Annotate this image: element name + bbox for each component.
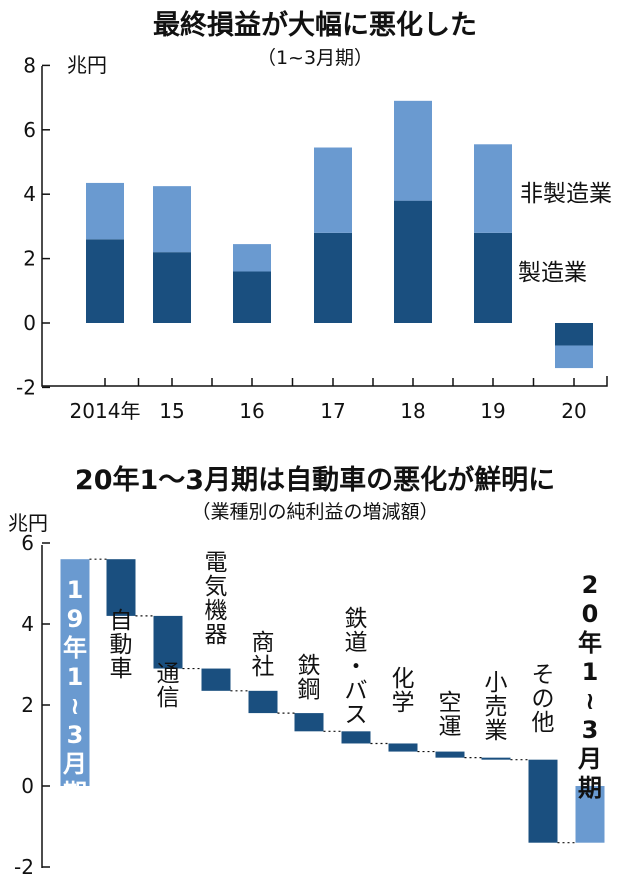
- chart1-category-label: 17: [320, 399, 345, 423]
- chart1-bar-manufacturing: [555, 323, 593, 346]
- chart2-start-label: 1 9 年 1 ≀ 3 月期: [62, 576, 87, 807]
- chart2-bar-start: [60, 559, 90, 786]
- chart1-category-label: 15: [159, 399, 184, 423]
- chart2-step-label: 鉄鋼: [298, 653, 321, 703]
- chart2-y-tick-label: 0: [21, 774, 34, 798]
- chart1-y-axis: [41, 66, 608, 387]
- chart1-y-tick-label: 0: [23, 311, 36, 335]
- chart2-step-label: 商社: [252, 630, 275, 680]
- chart2-step-label: 空運: [439, 690, 462, 740]
- chart1-y-tick-label: 8: [23, 53, 36, 77]
- chart1-bar-non-manufacturing: [314, 147, 352, 233]
- chart2-step-label: 自動車: [110, 608, 133, 682]
- chart2-bar-step: [153, 615, 183, 669]
- chart2-step-label: 化学: [392, 666, 415, 716]
- chart2-y-tick-label: -2: [14, 855, 34, 879]
- chart1-bar-manufacturing: [394, 200, 432, 323]
- chart1-category-label: 16: [239, 399, 264, 423]
- chart1-category-label: 2014年: [70, 399, 141, 423]
- chart2-step-label: 小売業: [485, 670, 508, 744]
- chart1-bar-non-manufacturing: [394, 100, 432, 201]
- chart1-unit: 兆円: [67, 53, 107, 77]
- chart2-step-label: 電気機器: [205, 550, 228, 648]
- chart2-y-tick-label: 2: [21, 693, 34, 717]
- chart1-category-label: 20: [561, 399, 586, 423]
- chart1-bar-manufacturing: [233, 271, 271, 323]
- chart2-bar-step: [294, 713, 324, 732]
- chart2-subtitle: （業種別の純利益の増減額）: [191, 501, 438, 523]
- chart1-bar-manufacturing: [314, 232, 352, 323]
- chart1-category-label: 19: [480, 399, 505, 423]
- chart1-bar-non-manufacturing: [474, 144, 512, 233]
- chart2-bar-step: [435, 751, 465, 758]
- chart1-legend-non-manufacturing: 非製造業: [520, 181, 612, 207]
- chart2-end-label: 2 0 年 1 ≀ 3 月期: [577, 571, 602, 802]
- chart2-bar-step: [248, 690, 278, 714]
- chart1-bar-manufacturing: [86, 239, 124, 323]
- chart1-bar-manufacturing: [153, 252, 191, 323]
- chart1-y-tick-label: -2: [16, 375, 36, 399]
- chart1-y-tick-label: 4: [23, 182, 36, 206]
- chart2-y-tick-label: 6: [21, 531, 34, 555]
- chart2-bar-step: [388, 743, 418, 752]
- chart1-bar-manufacturing: [474, 232, 512, 323]
- chart1-bar-non-manufacturing: [86, 182, 124, 240]
- chart2-bar-end: [575, 786, 605, 843]
- chart2-step-label: その他: [532, 662, 555, 736]
- chart1-title: 最終損益が大幅に悪化した: [153, 9, 477, 41]
- chart1-bar-non-manufacturing: [555, 345, 593, 369]
- chart2-step-label: 鉄道・バス: [345, 606, 368, 728]
- chart1-y-tick-label: 6: [23, 118, 36, 142]
- chart1-subtitle: （1~3月期）: [257, 47, 373, 69]
- chart1-bar-non-manufacturing: [153, 186, 191, 253]
- chart2-y-tick-label: 4: [21, 612, 34, 636]
- chart2-unit: 兆円: [8, 511, 48, 535]
- chart2-bar-step: [201, 668, 231, 691]
- chart2-bar-step: [528, 759, 558, 843]
- chart1-y-tick-label: 2: [23, 247, 36, 271]
- chart1-bar-non-manufacturing: [233, 244, 271, 272]
- chart2-bar-step: [106, 559, 136, 616]
- chart2-title: 20年1～3月期は自動車の悪化が鮮明に: [75, 464, 555, 496]
- chart1-legend-manufacturing: 製造業: [518, 260, 587, 286]
- chart1-category-label: 18: [400, 399, 425, 423]
- chart2-bar-step: [481, 757, 511, 760]
- chart2-step-label: 通信: [157, 661, 180, 711]
- chart2-bar-step: [341, 731, 371, 744]
